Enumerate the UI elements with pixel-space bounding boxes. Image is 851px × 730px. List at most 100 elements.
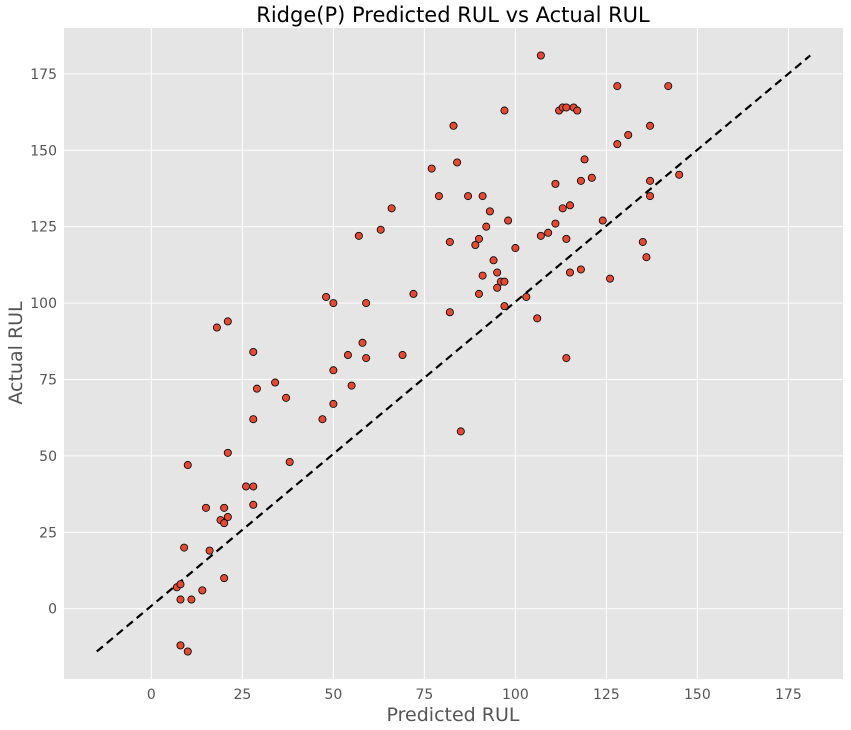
x-tick-label: 125 [593, 687, 620, 703]
x-tick-label: 0 [147, 687, 156, 703]
data-point [500, 277, 509, 286]
data-point [562, 234, 571, 243]
data-point [249, 347, 258, 356]
data-point [474, 234, 483, 243]
data-point [358, 338, 367, 347]
y-tick-label: 0 [48, 602, 57, 618]
data-point [220, 503, 229, 512]
data-point [504, 216, 513, 225]
data-point [249, 482, 258, 491]
data-point [478, 271, 487, 280]
data-point [613, 140, 622, 149]
data-point [387, 204, 396, 213]
data-point [493, 268, 502, 277]
data-point [544, 228, 553, 237]
data-point [500, 302, 509, 311]
data-point [580, 155, 589, 164]
data-point [223, 448, 232, 457]
data-point [183, 647, 192, 656]
data-point [474, 289, 483, 298]
data-points [172, 51, 684, 656]
data-point [551, 179, 560, 188]
data-point [565, 268, 574, 277]
data-point [576, 265, 585, 274]
data-point [282, 393, 291, 402]
y-tick-label: 25 [39, 525, 57, 541]
data-point [427, 164, 436, 173]
data-point [176, 595, 185, 604]
data-point [489, 256, 498, 265]
y-tick-label: 50 [39, 449, 57, 465]
data-point [587, 173, 596, 182]
data-point [576, 176, 585, 185]
y-tick-label: 125 [30, 220, 57, 236]
data-point [198, 586, 207, 595]
data-point [642, 253, 651, 262]
data-point [343, 351, 352, 360]
data-point [638, 237, 647, 246]
data-point [329, 366, 338, 375]
x-tick-label: 25 [233, 687, 251, 703]
data-point [329, 299, 338, 308]
data-point [478, 192, 487, 201]
data-point [322, 292, 331, 301]
data-point [551, 219, 560, 228]
data-point [573, 106, 582, 115]
data-point [329, 399, 338, 408]
data-point [533, 314, 542, 323]
data-point [183, 461, 192, 470]
data-point [223, 513, 232, 522]
data-point [252, 384, 261, 393]
data-point [646, 192, 655, 201]
x-tick-label: 50 [324, 687, 342, 703]
data-point [242, 482, 251, 491]
data-point [456, 427, 465, 436]
data-point [362, 354, 371, 363]
data-point [493, 283, 502, 292]
data-point [347, 381, 356, 390]
data-point [536, 231, 545, 240]
data-point [434, 192, 443, 201]
data-point [180, 543, 189, 552]
data-point [176, 580, 185, 589]
data-point [485, 207, 494, 216]
x-tick-label: 75 [415, 687, 433, 703]
data-point [362, 299, 371, 308]
data-point [562, 103, 571, 112]
data-point [664, 82, 673, 91]
data-point [646, 176, 655, 185]
data-point [558, 204, 567, 213]
data-point [471, 240, 480, 249]
data-point [522, 292, 531, 301]
data-point [464, 192, 473, 201]
reference-line [96, 54, 811, 653]
data-point [613, 82, 622, 91]
data-point [606, 274, 615, 283]
data-point [449, 121, 458, 130]
data-point [212, 323, 221, 332]
grid [64, 28, 843, 679]
data-point [249, 500, 258, 509]
data-point [409, 289, 418, 298]
data-point [285, 457, 294, 466]
data-point [624, 130, 633, 139]
data-point [271, 378, 280, 387]
data-point [220, 519, 229, 528]
x-tick-label: 150 [684, 687, 711, 703]
data-point [675, 170, 684, 179]
data-point [445, 237, 454, 246]
y-tick-label: 150 [30, 143, 57, 159]
data-point [445, 308, 454, 317]
data-point [220, 574, 229, 583]
x-axis-title: Predicted RUL [387, 704, 520, 726]
data-point [536, 51, 545, 60]
data-point [453, 158, 462, 167]
data-point [223, 317, 232, 326]
data-point [318, 415, 327, 424]
data-point [354, 231, 363, 240]
data-point [562, 354, 571, 363]
chart-title: Ridge(P) Predicted RUL vs Actual RUL [256, 3, 650, 27]
data-point [598, 216, 607, 225]
data-point [646, 121, 655, 130]
y-tick-label: 100 [30, 296, 57, 312]
